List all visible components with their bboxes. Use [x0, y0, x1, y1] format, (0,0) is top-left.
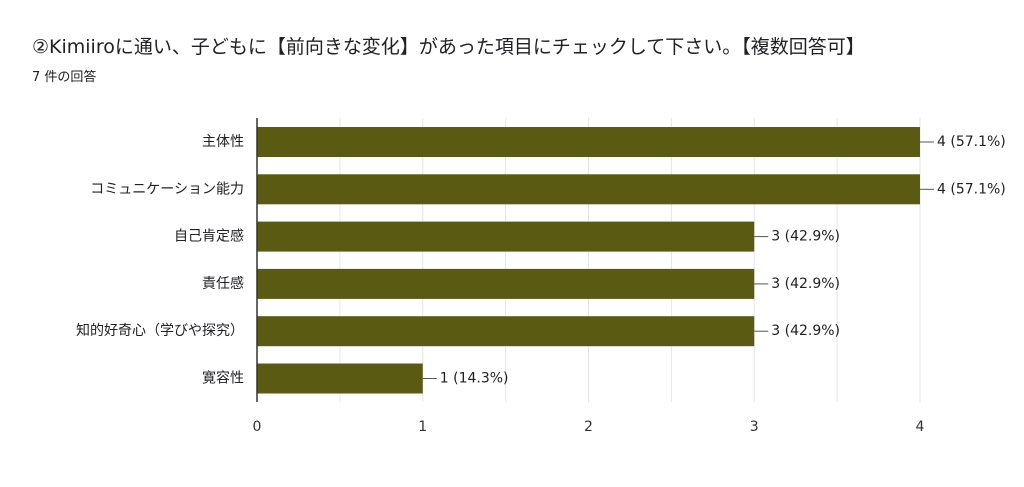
label-layer: 主体性 4 (57.1%) コミュニケーション能力 4 (57.1%) 自己肯定感 3 (…: [76, 134, 1006, 387]
x-tick-label: 0: [253, 419, 262, 435]
bar: [257, 316, 755, 347]
response-count: 7 件の回答: [32, 70, 97, 85]
data-label: 1 (14.3%): [440, 371, 509, 387]
bar-layer: [257, 127, 920, 394]
category-label: 自己肯定感: [174, 228, 244, 245]
bar: [257, 268, 755, 299]
category-label: 責任感: [202, 275, 244, 292]
data-label: 4 (57.1%): [937, 181, 1006, 197]
bar: [257, 174, 920, 205]
data-label: 3 (42.9%): [771, 323, 840, 339]
data-label: 3 (42.9%): [771, 276, 840, 292]
bar: [257, 363, 423, 394]
bar: [257, 127, 920, 157]
grid-layer: [339, 118, 921, 402]
bar: [257, 221, 755, 252]
category-label: 主体性: [202, 134, 244, 150]
category-label: 寛容性: [202, 370, 244, 387]
axis-layer: 0 1 2 3 4: [253, 118, 925, 435]
data-label: 3 (42.9%): [771, 229, 840, 245]
category-label: 知的好奇心（学びや探究）: [76, 322, 244, 339]
x-tick-label: 1: [418, 419, 427, 435]
chart-title: ②Kimiiroに通い、子どもに【前向きな変化】があった項目にチェックして下さい…: [32, 36, 865, 58]
data-label: 4 (57.1%): [937, 134, 1006, 150]
x-tick-label: 2: [584, 419, 593, 435]
x-tick-label: 4: [916, 419, 925, 435]
x-tick-label: 3: [750, 419, 759, 435]
category-label: コミュニケーション能力: [90, 181, 244, 197]
